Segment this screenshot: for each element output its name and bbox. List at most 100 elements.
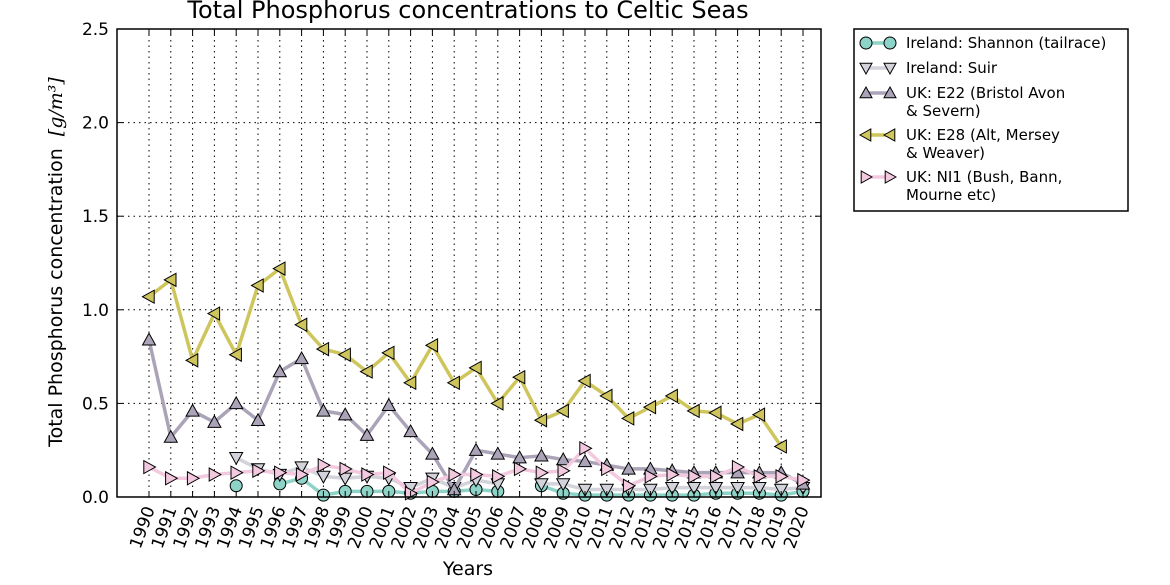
- data-point: [316, 470, 331, 484]
- legend-label: UK: NI1 (Bush, Bann, Mourne etc): [906, 168, 1062, 204]
- data-point: [359, 364, 373, 379]
- data-point: [141, 332, 157, 346]
- legend-marker: [882, 128, 896, 142]
- plot-frame: [116, 28, 822, 498]
- legend: Ireland: Shannon (tailrace) Ireland: Suir…: [853, 28, 1129, 212]
- data-point: [686, 403, 700, 419]
- data-point: [797, 472, 811, 488]
- data-point: [381, 397, 397, 411]
- data-point: [361, 467, 375, 482]
- legend-marker: [859, 36, 873, 50]
- data-point: [294, 461, 309, 475]
- data-point: [492, 469, 506, 484]
- legend-marker: [883, 62, 897, 76]
- series-5: [143, 440, 811, 501]
- legend-marker: [859, 62, 873, 76]
- data-point: [337, 347, 351, 363]
- data-point: [751, 407, 766, 422]
- legend-marker: [884, 170, 898, 184]
- data-point: [185, 403, 200, 417]
- data-point: [468, 360, 482, 376]
- legend-marker: [860, 170, 874, 184]
- data-point: [731, 459, 746, 475]
- data-point: [644, 469, 658, 484]
- data-point: [533, 412, 548, 428]
- data-point: [688, 469, 702, 484]
- data-point: [294, 317, 308, 333]
- legend-marker: [883, 85, 897, 99]
- data-point: [228, 347, 242, 363]
- data-point: [163, 272, 177, 288]
- data-point: [337, 407, 353, 421]
- data-point: [513, 461, 528, 477]
- data-point: [185, 352, 199, 368]
- data-point: [555, 478, 571, 492]
- y-tick-label: 2.0: [82, 114, 109, 134]
- y-tick-label: 1.0: [82, 301, 109, 321]
- legend-label: UK: E28 (Alt, Mersey & Weaver): [906, 126, 1060, 162]
- grid-lines: [117, 29, 821, 497]
- data-point: [577, 373, 591, 389]
- data-point: [686, 481, 702, 496]
- data-point: [730, 416, 744, 432]
- data-point: [534, 478, 549, 492]
- data-point: [773, 483, 789, 498]
- data-point: [383, 465, 397, 481]
- data-point: [186, 470, 201, 486]
- data-point: [664, 481, 680, 496]
- data-point: [512, 450, 527, 464]
- legend-marker: [859, 85, 873, 99]
- data-point: [165, 470, 179, 486]
- data-point: [666, 467, 680, 482]
- data-point: [359, 427, 375, 441]
- data-point: [250, 278, 264, 293]
- data-point: [577, 483, 593, 498]
- legend-label: Ireland: Shannon (tailrace): [906, 34, 1106, 52]
- data-point: [448, 467, 462, 482]
- series-line: [147, 266, 783, 448]
- data-point: [207, 414, 222, 428]
- data-point: [274, 465, 288, 481]
- data-point: [470, 467, 484, 482]
- data-point: [599, 483, 615, 498]
- data-point: [642, 399, 657, 415]
- data-point: [490, 396, 504, 411]
- y-axis-label: Total Phosphorus concentration [g/m³]: [45, 77, 67, 448]
- data-point: [577, 453, 593, 468]
- data-point: [143, 459, 157, 475]
- data-point: [601, 461, 615, 477]
- data-point: [424, 338, 439, 353]
- y-axis-label-text: Total Phosphorus concentration: [45, 148, 67, 448]
- data-point: [208, 467, 222, 482]
- axes: 0.00.51.01.52.02.51990199119921993199419…: [82, 20, 821, 551]
- data-point: [230, 465, 244, 481]
- legend-label: Ireland: Suir: [906, 59, 998, 77]
- data-point: [708, 481, 724, 496]
- data-point: [490, 446, 506, 460]
- data-point: [228, 395, 244, 410]
- data-point: [579, 440, 593, 456]
- data-point: [622, 478, 637, 494]
- data-point: [512, 369, 526, 385]
- data-point: [446, 375, 460, 391]
- y-tick-label: 0.5: [82, 394, 109, 414]
- data-point: [555, 452, 571, 466]
- data-point: [315, 341, 330, 357]
- legend-marker: [858, 128, 872, 142]
- data-point: [381, 345, 395, 361]
- data-point: [425, 446, 440, 460]
- data-point: [621, 461, 636, 475]
- data-point: [228, 451, 244, 466]
- data-point: [773, 439, 787, 454]
- data-point: [557, 463, 571, 479]
- data-point: [141, 289, 155, 305]
- data-point: [294, 350, 309, 365]
- data-point: [730, 481, 745, 496]
- series-4: [141, 261, 787, 454]
- data-point: [621, 411, 635, 426]
- data-point: [555, 403, 569, 419]
- chart-title: Total Phosphorus concentrations to Celti…: [186, 0, 748, 24]
- data-point: [752, 481, 767, 496]
- data-point: [229, 479, 243, 493]
- data-point: [403, 375, 417, 391]
